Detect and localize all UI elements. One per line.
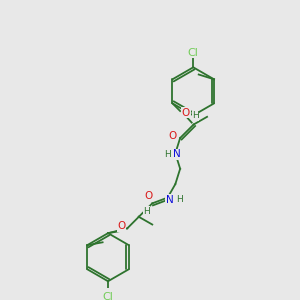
Text: O: O	[144, 191, 152, 201]
Text: H: H	[192, 111, 199, 120]
Text: Cl: Cl	[188, 48, 199, 58]
Text: O: O	[168, 131, 177, 141]
Text: H: H	[164, 150, 171, 159]
Text: O: O	[117, 221, 126, 231]
Text: O: O	[182, 108, 190, 118]
Text: N: N	[173, 149, 181, 159]
Text: N: N	[166, 194, 173, 205]
Text: Cl: Cl	[103, 292, 113, 300]
Text: H: H	[143, 207, 150, 216]
Text: H: H	[176, 195, 183, 204]
